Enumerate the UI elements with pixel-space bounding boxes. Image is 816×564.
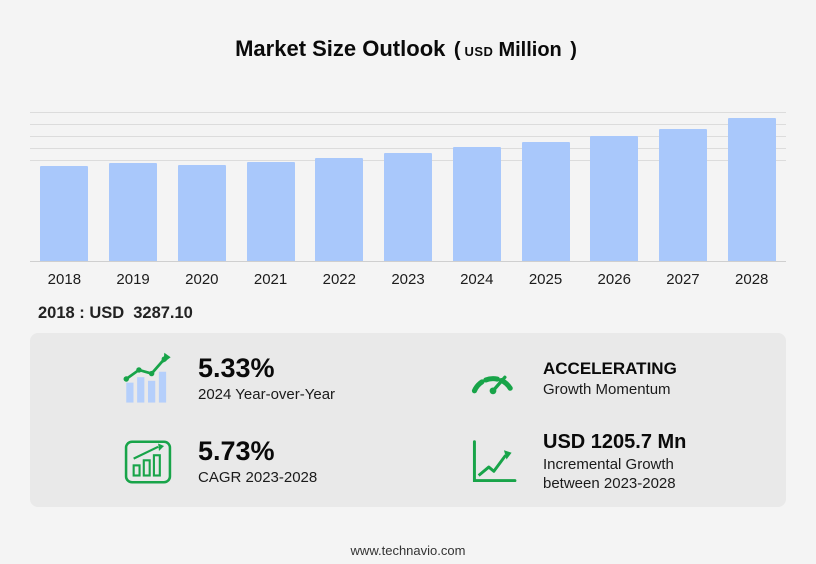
bar-slot <box>511 112 580 261</box>
x-axis-label-2023: 2023 <box>391 271 425 288</box>
bar-slot <box>30 112 99 261</box>
chart-title-paren-open: ( <box>453 39 461 61</box>
gridline <box>30 136 786 137</box>
x-axis-label-2022: 2022 <box>322 271 356 288</box>
bar-2025 <box>521 142 570 261</box>
base-year-value: 3287.10 <box>133 304 193 322</box>
bar-slot <box>167 112 236 261</box>
chart-title-usd: USD <box>464 44 494 59</box>
incremental-value: USD 1205.7 Mn <box>543 430 687 453</box>
plot-area <box>30 112 786 262</box>
x-axis-label-2019: 2019 <box>116 271 150 288</box>
x-axis-label-2020: 2020 <box>185 271 219 288</box>
bars-row <box>30 112 786 262</box>
bar-2019 <box>109 163 158 261</box>
bar-slot <box>717 112 786 261</box>
base-year-annotation: 2018 : USD 3287.10 <box>38 304 816 323</box>
x-axis-labels: 2018 2019 2020 2021 2022 2023 2024 2025 2026 2027… <box>30 271 786 288</box>
bar-2023 <box>384 153 433 261</box>
chart-title-main: Market Size Outlook <box>235 36 446 61</box>
x-axis-label-2027: 2027 <box>666 271 700 288</box>
bar-2028 <box>727 118 776 261</box>
bar-2018 <box>40 166 89 261</box>
bar-slot <box>99 112 168 261</box>
cagr-value: 5.73% <box>198 435 275 466</box>
speedometer-icon <box>463 349 523 409</box>
yoy-value: 5.33% <box>198 352 275 383</box>
bar-slot <box>236 112 305 261</box>
bar-2021 <box>246 162 295 261</box>
bar-2027 <box>658 129 707 261</box>
stat-yoy: 5.33% 2024 Year-over-Year <box>118 349 408 409</box>
momentum-label: Growth Momentum <box>543 380 671 398</box>
gridline <box>30 124 786 125</box>
bar-slot <box>374 112 443 261</box>
gridline <box>30 112 786 113</box>
stat-incremental: USD 1205.7 Mn Incremental Growth between… <box>463 430 776 494</box>
x-axis-label-2024: 2024 <box>460 271 494 288</box>
stat-cagr: 5.73% CAGR 2023-2028 <box>118 432 408 492</box>
bar-2022 <box>315 158 364 261</box>
bar-2026 <box>590 136 639 261</box>
bar-slot <box>305 112 374 261</box>
x-axis-label-2028: 2028 <box>735 271 769 288</box>
chart-title-million: Million <box>498 39 562 61</box>
bar-chart: 2018 2019 2020 2021 2022 2023 2024 2025 2026 2027… <box>30 112 786 288</box>
cagr-chart-icon <box>118 432 178 492</box>
cagr-label: CAGR 2023-2028 <box>198 468 318 486</box>
chart-title-paren-close: ) <box>570 39 577 61</box>
x-axis-label-2026: 2026 <box>597 271 631 288</box>
gridline <box>30 148 786 149</box>
bar-slot <box>649 112 718 261</box>
base-year-label: 2018 : USD <box>38 304 125 322</box>
bar-slot <box>580 112 649 261</box>
x-axis-label-2025: 2025 <box>528 271 563 288</box>
bar-2024 <box>452 147 501 261</box>
x-axis-label-2021: 2021 <box>253 271 288 288</box>
incremental-growth-icon <box>463 432 523 492</box>
chart-title: Market Size Outlook (USD Million ) <box>0 36 816 62</box>
bar-2020 <box>177 165 226 261</box>
stat-momentum: ACCELERATING Growth Momentum <box>463 349 776 409</box>
stats-panel: 5.33% 2024 Year-over-Year ACCELERATING G… <box>30 333 786 507</box>
yoy-label: 2024 Year-over-Year <box>198 385 336 403</box>
x-axis-label-2018: 2018 <box>47 271 82 288</box>
incremental-label: Incremental Growth between 2023-2028 <box>543 455 676 492</box>
footer-url: www.technavio.com <box>350 543 466 558</box>
momentum-value: ACCELERATING <box>543 358 677 378</box>
bar-slot <box>442 112 511 261</box>
yoy-bars-icon <box>118 349 178 409</box>
